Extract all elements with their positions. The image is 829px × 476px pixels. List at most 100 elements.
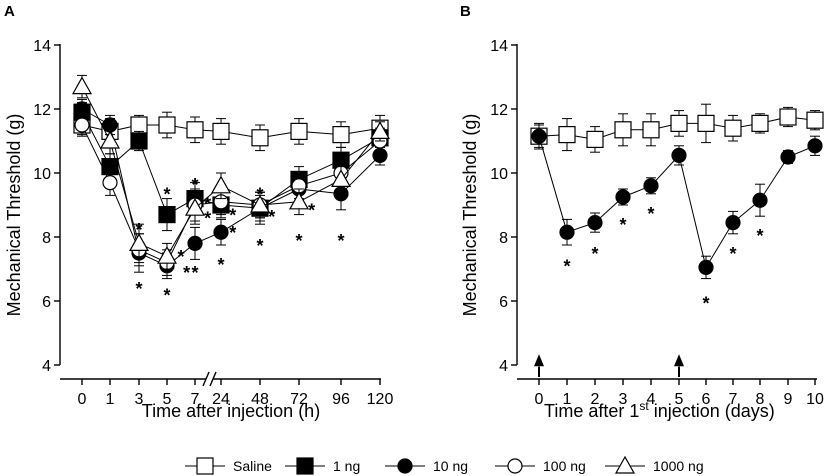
panel-1-series-1-point-5 (671, 147, 687, 163)
panel-0-ytick-label-1: 6 (42, 294, 51, 311)
panel-b-letter: B (460, 3, 471, 20)
panel-0-ytick-label-3: 10 (33, 166, 51, 183)
panel-1-series-1-point-0 (531, 128, 547, 144)
panel-1-series-0-point-9 (779, 108, 797, 126)
legend-marker-0 (196, 457, 214, 475)
panel-0-series-4-point-7 (288, 191, 310, 210)
panel-1-series-1-point-8 (752, 192, 768, 208)
panel-1-series-0-point-1 (558, 125, 576, 144)
panel-0-series-4-point-9 (369, 121, 391, 139)
panel-1-xtick-label-5: 5 (675, 391, 684, 408)
legend-label-2: 10 ng (433, 458, 468, 474)
panel-0-series-0-point-3 (158, 116, 176, 134)
panel-1-series-1-segment-0 (538, 136, 568, 233)
panel-1-xtick-label-1: 1 (563, 391, 572, 408)
panel-0-series-2-point-4 (187, 235, 203, 251)
panel-b: B Mechanical Threshold (g) Time after 1s… (460, 3, 824, 421)
panel-0-series-2-point-5 (213, 224, 229, 240)
panel-0-ytick-label-5: 14 (33, 38, 51, 55)
panel-0-series-1-segment-2 (138, 140, 168, 215)
panel-b-xlabel: Time after 1st injection (days) (544, 399, 775, 421)
panel-1-xtick-label-0: 0 (535, 391, 544, 408)
panel-1-series-0-point-5 (670, 114, 688, 133)
panel-0-series-0-point-6 (251, 129, 269, 147)
panel-1-series-saline (530, 103, 824, 153)
panel-0-xtick-label-5: 24 (212, 391, 230, 408)
legend-label-0: Saline (233, 458, 272, 474)
panel-a-xlabel: Time after injection (h) (142, 401, 320, 421)
panel-1-series-1-point-6 (698, 259, 714, 275)
panel-0-x-axis-break-1 (202, 371, 210, 387)
legend: Saline 1 ng 10 ng 100 ng 1000 ng (185, 455, 704, 475)
panel-0-series-4-point-6 (249, 194, 271, 213)
panel-1-series-0-point-8 (751, 114, 769, 133)
panel-1-series-1-segment-6 (705, 222, 734, 268)
panel-1-ytick-label-5: 14 (490, 38, 508, 55)
panel-0-ytick-label-2: 8 (42, 230, 51, 247)
panel-0-xtick-label-3: 5 (163, 391, 172, 408)
panel-0-series-4-point-4 (184, 197, 206, 216)
panel-0-series-4-segment-0 (81, 86, 111, 142)
panel-0-series-2-segment-8 (340, 155, 381, 195)
panel-1-significance-star-2: * (619, 215, 626, 235)
panel-0-x-axis-break-2 (209, 371, 217, 387)
panel-1-xtick-label-7: 7 (729, 391, 738, 408)
panel-0-series-0-point-7 (290, 122, 308, 141)
panel-0-significance-star-7: * (204, 194, 211, 214)
panel-0-significance-star-17: * (295, 231, 302, 251)
panel-0-series-3-segment-1 (109, 182, 140, 250)
panel-1-significance-star-6: * (756, 226, 763, 246)
panel-0-xtick-label-2: 3 (135, 391, 144, 408)
panel-0-series-saline (73, 111, 389, 152)
panel-0-significance-star-11: * (229, 223, 236, 243)
panel-0-significance-star-8: * (204, 209, 211, 229)
panel-1-series-0-point-6 (697, 114, 715, 133)
panel-1-xtick-label-3: 3 (619, 391, 628, 408)
panel-0-series-1000-ng (71, 74, 391, 270)
legend-label-3: 100 ng (543, 458, 586, 474)
panel-1-series-0-point-10 (806, 111, 824, 129)
legend-marker-4 (614, 455, 636, 474)
panel-1-series-0-point-2 (586, 130, 604, 148)
panel-0-ytick-label-4: 12 (33, 102, 51, 119)
panel-0-significance-star-14: * (268, 207, 275, 227)
legend-marker-2 (397, 458, 413, 474)
panel-0-series-4-segment-1 (109, 140, 140, 244)
panel-0-significance-star-16: * (308, 201, 315, 221)
panel-0-series-4-point-8 (330, 169, 352, 187)
panel-0-series-1-point-2 (130, 132, 148, 150)
panel-1-series-0-point-7 (724, 119, 742, 137)
panel-0-xtick-label-0: 0 (78, 391, 87, 408)
legend-label-1: 1 ng (333, 458, 360, 474)
panel-1-injection-arrow-head-1 (674, 354, 684, 367)
panel-1-series-1-segment-5 (678, 155, 707, 268)
panel-0-series-0-point-2 (130, 116, 148, 134)
panel-1-significance-star-3: * (647, 204, 654, 224)
panel-1-series-1-point-7 (725, 215, 741, 231)
panel-1-xtick-label-6: 6 (702, 391, 711, 408)
panel-0-significance-star-4: * (177, 247, 184, 267)
panel-0-significance-star-15: * (256, 236, 263, 256)
panel-0-significance-star-1: * (135, 279, 142, 299)
panel-0-xtick-label-7: 72 (290, 391, 308, 408)
panel-1-significance-star-1: * (591, 244, 598, 264)
panel-a: A Mechanical Threshold (g) Time after in… (4, 3, 393, 421)
panel-0-series-1-point-3 (158, 206, 176, 224)
panel-0-series-0-point-4 (186, 121, 204, 139)
panel-0-xtick-label-1: 1 (106, 391, 115, 408)
panel-b-xlabel-tail: injection (days) (649, 401, 775, 421)
panel-0-series-0-point-8 (332, 125, 350, 144)
panel-0-series-4-point-3 (156, 245, 178, 264)
panel-0-series-4-segment-8 (340, 131, 381, 180)
panel-1-ytick-label-4: 12 (490, 102, 508, 119)
panel-0-significance-star-3: * (163, 285, 170, 305)
panel-1-series-1-point-10 (807, 138, 823, 154)
panel-1-series-0-point-3 (614, 121, 632, 139)
panel-1-xtick-label-4: 4 (647, 391, 656, 408)
panel-0-series-0-point-5 (212, 122, 230, 141)
panel-0-significance-star-13: * (256, 185, 263, 205)
panel-1-xtick-label-10: 10 (806, 391, 824, 408)
panel-a-letter: A (4, 3, 15, 20)
panel-0-significance-star-18: * (337, 231, 344, 251)
panel-0-series-3-segment-8 (340, 140, 381, 174)
